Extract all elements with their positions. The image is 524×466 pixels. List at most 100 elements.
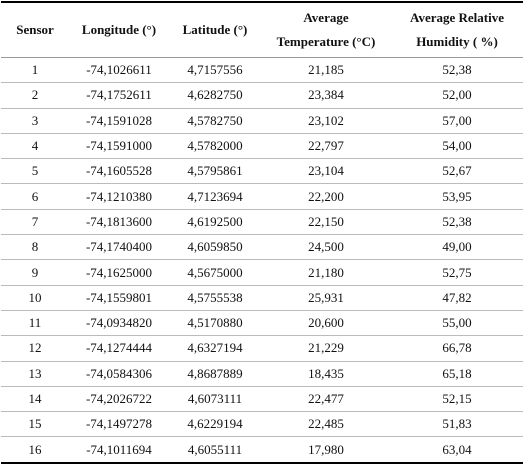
- table-cell: 23,384: [261, 82, 391, 109]
- table-cell: 66,78: [391, 335, 523, 362]
- table-cell: -74,1605528: [69, 158, 169, 185]
- table-cell: 23,104: [261, 158, 391, 185]
- table-cell: -74,1591028: [69, 108, 169, 134]
- table-cell: 18,435: [261, 361, 391, 387]
- table-cell: 52,67: [391, 158, 523, 185]
- header-cell: Average Relative Humidity ( %): [391, 1, 523, 58]
- table-cell: 4,5782750: [169, 108, 261, 134]
- table-cell: 52,38: [391, 57, 523, 84]
- table-cell: 4,7123694: [169, 183, 261, 210]
- table-cell: 52,15: [391, 386, 523, 413]
- table-cell: 2: [1, 82, 69, 109]
- table-cell: 4,6282750: [169, 82, 261, 109]
- header-cell: Longitude (°): [69, 1, 169, 58]
- table-row: 5 -74,1605528 4,5795861 23,104 52,67: [1, 158, 523, 185]
- table-cell: 65,18: [391, 361, 523, 387]
- table-cell: 4,8687889: [169, 361, 261, 387]
- table-cell: 55,00: [391, 310, 523, 337]
- table-cell: -74,2026722: [69, 386, 169, 413]
- table-cell: -74,0584306: [69, 361, 169, 387]
- table-cell: 11: [1, 310, 69, 337]
- table-cell: 51,83: [391, 411, 523, 438]
- table-cell: 47,82: [391, 285, 523, 311]
- table-cell: 63,04: [391, 436, 523, 464]
- table-cell: 24,500: [261, 234, 391, 261]
- table-cell: 4,7157556: [169, 57, 261, 84]
- header-text: Longitude (°): [81, 22, 157, 37]
- table-cell: 22,150: [261, 209, 391, 236]
- table-row: 8 -74,1740400 4,6059850 24,500 49,00: [1, 234, 523, 261]
- header-text: Latitude (°): [182, 22, 248, 37]
- table-cell: 4,5782000: [169, 133, 261, 160]
- table-cell: -74,1559801: [69, 285, 169, 311]
- table-cell: 53,95: [391, 183, 523, 210]
- table-row: 10 -74,1559801 4,5755538 25,931 47,82: [1, 285, 523, 311]
- table-row: 16 -74,1011694 4,6055111 17,980 63,04: [1, 436, 523, 464]
- table-cell: 54,00: [391, 133, 523, 160]
- table-cell: -74,1210380: [69, 183, 169, 210]
- table-cell: 4,6055111: [169, 436, 261, 464]
- table-cell: -74,1740400: [69, 234, 169, 261]
- table-cell: 16: [1, 436, 69, 464]
- header-text: Average: [303, 10, 349, 25]
- table-row: 9 -74,1625000 4,5675000 21,180 52,75: [1, 259, 523, 286]
- table-cell: 21,180: [261, 259, 391, 286]
- table-cell: -74,0934820: [69, 310, 169, 337]
- table-row: 11 -74,0934820 4,5170880 20,600 55,00: [1, 310, 523, 337]
- table-cell: 4,6059850: [169, 234, 261, 261]
- table-cell: 12: [1, 335, 69, 362]
- header-cell: Average Temperature (°C): [261, 1, 391, 58]
- table-cell: -74,1011694: [69, 436, 169, 464]
- header-cell: Sensor: [1, 1, 69, 58]
- table-cell: 23,102: [261, 108, 391, 134]
- table-cell: 22,477: [261, 386, 391, 413]
- table-cell: 4,6327194: [169, 335, 261, 362]
- header-row: Sensor Longitude (°) Latitude (°) Average Te…: [1, 1, 523, 58]
- table-cell: -74,1274444: [69, 335, 169, 362]
- table-cell: 5: [1, 158, 69, 185]
- table-cell: 4,5755538: [169, 285, 261, 311]
- table-cell: 21,229: [261, 335, 391, 362]
- table-cell: -74,1591000: [69, 133, 169, 160]
- header-cell: Latitude (°): [169, 1, 261, 58]
- table-cell: 8: [1, 234, 69, 261]
- header-text: Temperature (°C): [276, 34, 376, 49]
- header-text: Humidity ( %): [416, 34, 498, 49]
- table-cell: 21,185: [261, 57, 391, 84]
- table-cell: 4,6073111: [169, 386, 261, 413]
- table-row: 7 -74,1813600 4,6192500 22,150 52,38: [1, 209, 523, 236]
- table-cell: 4,5170880: [169, 310, 261, 337]
- table-cell: 52,75: [391, 259, 523, 286]
- table-row: 1 -74,1026611 4,7157556 21,185 52,38: [1, 57, 523, 84]
- table-body: 1 -74,1026611 4,7157556 21,185 52,38 2 -74,175…: [1, 57, 523, 464]
- table-cell: 25,931: [261, 285, 391, 311]
- table-row: 14 -74,2026722 4,6073111 22,477 52,15: [1, 386, 523, 413]
- table-cell: -74,1752611: [69, 82, 169, 109]
- table-cell: 1: [1, 57, 69, 84]
- table-row: 4 -74,1591000 4,5782000 22,797 54,00: [1, 133, 523, 160]
- header-text: Average Relative: [410, 10, 504, 25]
- table-cell: 22,797: [261, 133, 391, 160]
- table-cell: 9: [1, 259, 69, 286]
- table-cell: 57,00: [391, 108, 523, 134]
- table-row: 13 -74,0584306 4,8687889 18,435 65,18: [1, 361, 523, 387]
- header-text: Sensor: [16, 22, 54, 37]
- table-cell: 22,485: [261, 411, 391, 438]
- table-cell: 4,6229194: [169, 411, 261, 438]
- table-cell: 4: [1, 133, 69, 160]
- table-cell: 20,600: [261, 310, 391, 337]
- table-row: 15 -74,1497278 4,6229194 22,485 51,83: [1, 411, 523, 438]
- table-cell: -74,1497278: [69, 411, 169, 438]
- table-cell: 4,6192500: [169, 209, 261, 236]
- table-cell: 4,5795861: [169, 158, 261, 185]
- table-cell: 15: [1, 411, 69, 438]
- table-cell: 4,5675000: [169, 259, 261, 286]
- table-cell: 13: [1, 361, 69, 387]
- table-cell: 10: [1, 285, 69, 311]
- table-row: 3 -74,1591028 4,5782750 23,102 57,00: [1, 108, 523, 134]
- table-cell: 3: [1, 108, 69, 134]
- table-cell: -74,1026611: [69, 57, 169, 84]
- table-cell: 52,00: [391, 82, 523, 109]
